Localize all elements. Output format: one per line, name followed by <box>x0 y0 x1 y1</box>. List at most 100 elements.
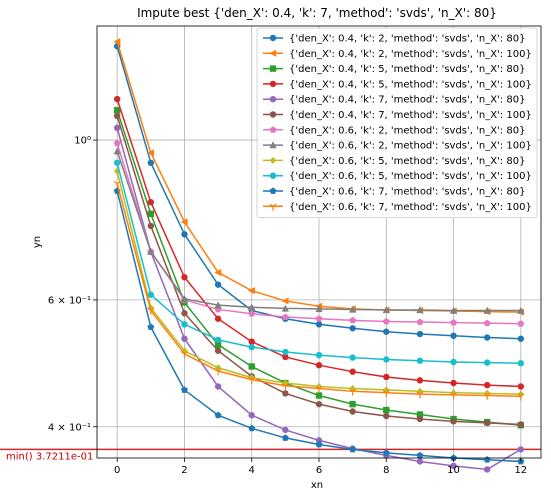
series-marker <box>248 343 255 351</box>
series-marker <box>382 390 390 397</box>
series-marker <box>214 281 222 288</box>
series-marker <box>281 313 289 320</box>
series-marker <box>181 321 188 328</box>
marker-stroke <box>150 307 155 312</box>
series-marker <box>113 112 121 120</box>
series-marker <box>113 159 121 166</box>
legend-entry: {'den_X': 0.6, 'k': 5, 'method': 'svds',… <box>263 156 525 167</box>
series-marker <box>450 418 457 425</box>
legend-label: {'den_X': 0.6, 'k': 7, 'method': 'svds',… <box>289 187 525 198</box>
legend-box <box>256 27 538 219</box>
marker-stroke <box>416 391 421 395</box>
marker-stroke <box>116 180 121 185</box>
series-8 <box>113 147 525 314</box>
series-marker <box>383 406 390 414</box>
y-tick-label: 4 × 10⁻¹ <box>48 422 91 433</box>
legend-label: {'den_X': 0.6, 'k': 7, 'method': 'svds',… <box>289 202 532 213</box>
series-marker <box>383 412 390 420</box>
series-marker <box>383 328 390 335</box>
marker-stroke <box>214 368 219 372</box>
series-marker <box>269 80 277 88</box>
legend-entry: {'den_X': 0.6, 'k': 2, 'method': 'svds',… <box>263 125 525 136</box>
series-marker <box>483 306 491 314</box>
series-marker <box>269 126 277 133</box>
marker-stroke <box>318 385 323 390</box>
legend-entry: {'den_X': 0.6, 'k': 2, 'method': 'svds',… <box>263 141 532 152</box>
min-line-group: min() 3.7211e-01 <box>0 448 541 462</box>
legend-label: {'den_X': 0.4, 'k': 7, 'method': 'svds',… <box>289 95 525 106</box>
x-tick-label: 8 <box>383 465 389 476</box>
series-marker <box>416 391 424 399</box>
legend-label: {'den_X': 0.6, 'k': 5, 'method': 'svds',… <box>289 156 525 167</box>
series-marker <box>147 291 155 298</box>
series-marker <box>180 351 188 359</box>
legend-label: {'den_X': 0.4, 'k': 2, 'method': 'svds',… <box>289 49 532 60</box>
series-marker <box>349 316 357 324</box>
series-marker <box>269 156 277 164</box>
marker-stroke <box>180 351 185 355</box>
series-marker <box>147 222 155 230</box>
series-marker <box>269 96 277 103</box>
series-9 <box>113 167 525 398</box>
series-marker <box>315 315 323 322</box>
series-marker <box>382 317 390 325</box>
series-marker <box>248 376 256 384</box>
series-marker <box>349 325 356 332</box>
series-marker <box>281 434 289 441</box>
legend-label: {'den_X': 0.6, 'k': 5, 'method': 'svds',… <box>289 171 532 182</box>
series-marker <box>315 351 323 359</box>
series-marker <box>181 274 188 281</box>
series-marker <box>416 318 424 325</box>
series-marker <box>282 348 289 356</box>
marker-stroke <box>285 383 289 387</box>
marker-stroke <box>486 392 491 397</box>
x-tick-label: 2 <box>181 465 187 476</box>
series-marker <box>416 357 424 364</box>
series-marker <box>349 400 356 408</box>
series-marker <box>214 301 222 309</box>
series-marker <box>517 320 525 327</box>
series-marker <box>483 319 491 327</box>
min-value-label: min() 3.7211e-01 <box>6 451 93 462</box>
series-marker <box>282 390 289 397</box>
series-marker <box>214 383 222 390</box>
x-tick-label: 10 <box>447 465 460 476</box>
x-tick-label: 12 <box>514 465 527 476</box>
series-12 <box>113 180 525 401</box>
series-marker <box>113 139 121 147</box>
marker-stroke <box>251 376 256 381</box>
marker-stroke <box>382 390 387 394</box>
marker-stroke <box>113 180 118 185</box>
series-marker <box>416 377 424 384</box>
legend-label: {'den_X': 0.4, 'k': 7, 'method': 'svds',… <box>289 110 532 121</box>
series-marker <box>113 147 121 155</box>
marker-stroke <box>517 393 522 397</box>
series-marker <box>416 451 424 459</box>
marker-stroke <box>453 392 458 396</box>
series-marker <box>214 315 222 322</box>
series-marker <box>214 336 222 344</box>
legend-entry: {'den_X': 0.4, 'k': 5, 'method': 'svds',… <box>263 64 525 75</box>
legend-entry: {'den_X': 0.4, 'k': 7, 'method': 'svds',… <box>263 110 532 121</box>
series-marker <box>214 347 222 354</box>
series-marker <box>181 386 188 393</box>
series-marker <box>269 203 277 211</box>
series-marker <box>315 392 323 399</box>
series-marker <box>113 180 121 188</box>
marker-stroke <box>272 203 277 207</box>
series-marker <box>483 392 491 400</box>
series-marker <box>147 210 155 218</box>
series-marker <box>416 458 424 465</box>
series-marker <box>113 124 121 132</box>
series-marker <box>483 466 491 473</box>
series-marker <box>517 446 525 453</box>
series-marker <box>416 306 424 314</box>
series-marker <box>349 354 356 361</box>
series-marker <box>416 415 424 423</box>
series-marker <box>214 364 222 372</box>
series-marker <box>349 408 356 415</box>
legend-entry: {'den_X': 0.4, 'k': 7, 'method': 'svds',… <box>263 95 525 106</box>
